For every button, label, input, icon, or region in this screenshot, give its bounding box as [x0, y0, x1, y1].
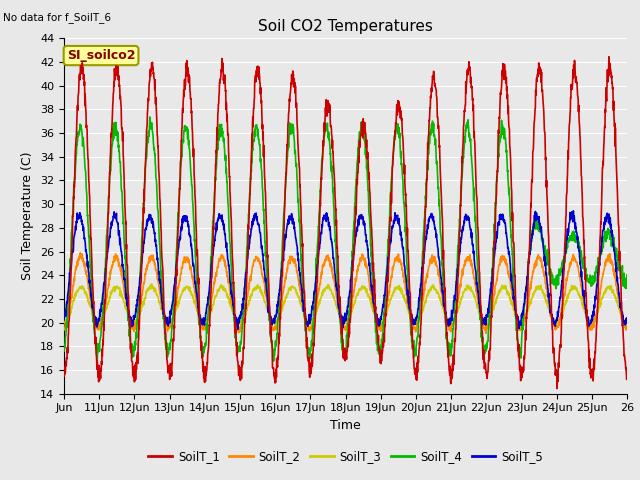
SoilT_4 [60, 348, 68, 354]
SoilT_1 [623, 376, 631, 382]
SoilT_4 [504, 176, 512, 182]
X-axis label: Time: Time [330, 419, 361, 432]
SoilT_4 [270, 358, 278, 364]
SoilT_1 [60, 371, 68, 376]
SoilT_2 [334, 301, 342, 307]
SoilT_5 [607, 225, 615, 230]
Line: SoilT_5: SoilT_5 [64, 211, 627, 329]
SoilT_4 [89, 310, 97, 315]
SoilT_2 [89, 310, 97, 316]
SoilT_4 [146, 114, 154, 120]
SoilT_5 [623, 318, 631, 324]
SoilT_1 [319, 147, 327, 153]
SoilT_5 [607, 230, 615, 236]
Line: SoilT_4: SoilT_4 [64, 117, 627, 361]
SoilT_3 [148, 281, 156, 287]
SoilT_2 [482, 330, 490, 336]
SoilT_5 [570, 208, 577, 214]
SoilT_3 [623, 319, 631, 324]
SoilT_2 [319, 263, 327, 268]
Line: SoilT_3: SoilT_3 [64, 284, 627, 325]
SoilT_2 [607, 260, 615, 266]
SoilT_4 [607, 243, 615, 249]
SoilT_2 [504, 271, 512, 276]
SoilT_3 [165, 323, 173, 328]
Line: SoilT_2: SoilT_2 [64, 253, 627, 333]
Text: No data for f_SoilT_6: No data for f_SoilT_6 [3, 12, 111, 23]
SoilT_1 [504, 91, 511, 97]
SoilT_3 [335, 308, 342, 313]
SoilT_4 [319, 139, 327, 144]
SoilT_5 [334, 303, 342, 309]
SoilT_3 [60, 320, 68, 325]
SoilT_3 [319, 288, 327, 294]
SoilT_4 [623, 276, 631, 282]
SoilT_3 [607, 284, 615, 289]
SoilT_1 [607, 70, 615, 75]
SoilT_1 [553, 385, 561, 391]
SoilT_1 [334, 253, 342, 259]
SoilT_1 [605, 54, 612, 60]
SoilT_5 [504, 245, 511, 251]
SoilT_4 [335, 291, 342, 297]
SoilT_5 [60, 317, 68, 323]
Text: SI_soilco2: SI_soilco2 [67, 49, 135, 62]
SoilT_2 [77, 250, 84, 256]
Line: SoilT_1: SoilT_1 [64, 57, 627, 388]
SoilT_5 [89, 302, 97, 308]
SoilT_1 [607, 75, 615, 81]
SoilT_3 [504, 292, 512, 298]
SoilT_2 [60, 327, 68, 333]
SoilT_2 [607, 258, 615, 264]
Legend: SoilT_1, SoilT_2, SoilT_3, SoilT_4, SoilT_5: SoilT_1, SoilT_2, SoilT_3, SoilT_4, Soil… [143, 445, 548, 468]
SoilT_1 [89, 283, 97, 289]
Y-axis label: Soil Temperature (C): Soil Temperature (C) [22, 152, 35, 280]
SoilT_3 [607, 283, 615, 289]
Title: Soil CO2 Temperatures: Soil CO2 Temperatures [258, 20, 433, 35]
SoilT_5 [319, 215, 327, 220]
SoilT_4 [607, 236, 615, 242]
SoilT_5 [234, 326, 242, 332]
SoilT_2 [623, 322, 631, 327]
SoilT_3 [89, 311, 97, 317]
